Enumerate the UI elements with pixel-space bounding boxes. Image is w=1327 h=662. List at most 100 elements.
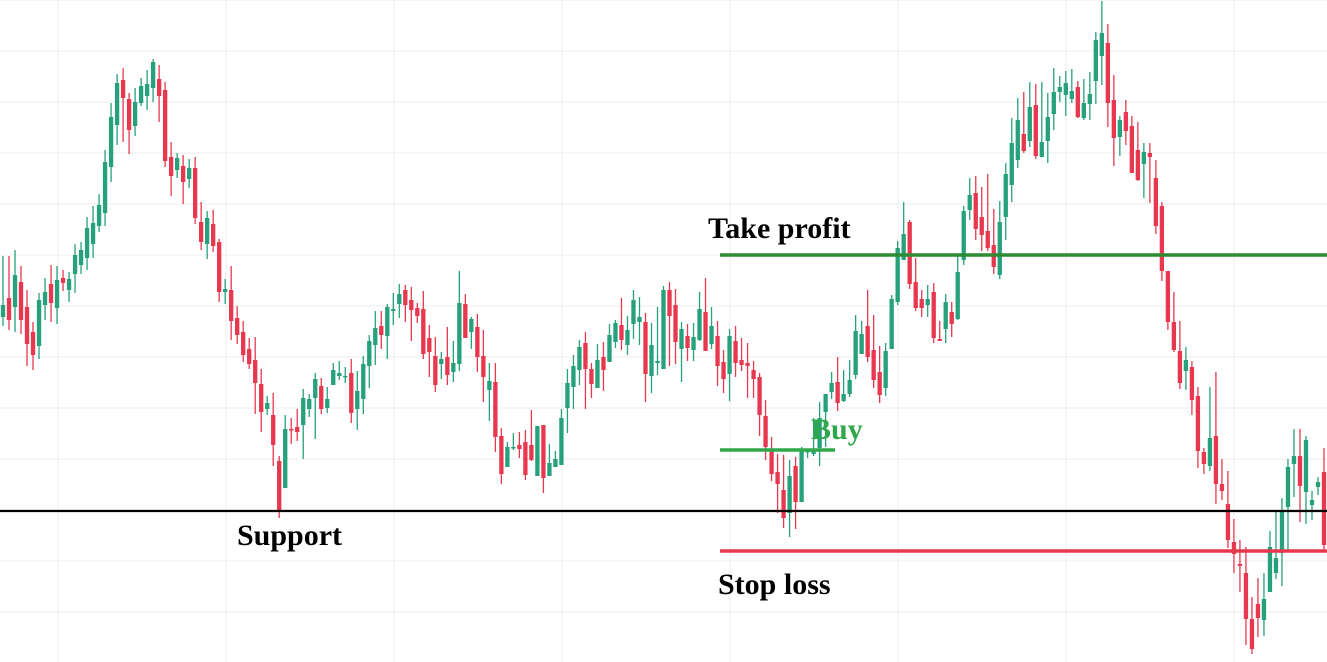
candle: [204, 211, 210, 259]
candle: [643, 313, 648, 402]
candle: [523, 430, 528, 480]
candle: [192, 157, 198, 224]
candle-body: [763, 416, 768, 447]
candle-body: [733, 341, 738, 363]
candle-body: [1045, 117, 1050, 141]
candle: [451, 341, 456, 382]
candle-body: [126, 99, 132, 130]
candle: [571, 355, 576, 409]
candle-body: [343, 376, 348, 378]
candle: [367, 335, 372, 388]
candle: [1201, 448, 1207, 474]
candle: [847, 360, 852, 397]
candle: [1249, 597, 1255, 654]
candle-body: [108, 117, 114, 167]
candle: [781, 455, 786, 528]
candle-body: [877, 372, 882, 395]
candle-body: [523, 442, 528, 475]
candle-body: [403, 290, 408, 305]
buy-label: Buy: [811, 413, 863, 446]
candle: [379, 311, 384, 349]
candle-body: [331, 370, 336, 385]
candle-body: [1189, 367, 1195, 400]
candle: [36, 293, 42, 359]
candle: [1111, 75, 1117, 166]
candle: [295, 409, 300, 441]
candle-body: [433, 356, 438, 385]
candle-body: [229, 290, 234, 321]
candle: [433, 337, 438, 392]
candle-body: [745, 363, 750, 366]
candle: [469, 317, 474, 349]
candle: [637, 297, 642, 345]
candle: [12, 250, 18, 332]
candle-body: [114, 83, 120, 125]
candle: [859, 321, 864, 354]
candle-body: [373, 328, 378, 345]
candle: [679, 322, 684, 382]
candle: [108, 103, 114, 182]
candle: [247, 338, 252, 369]
candle-body: [1099, 33, 1104, 56]
candle: [457, 271, 462, 371]
candle-body: [132, 102, 138, 126]
candle-body: [289, 429, 294, 431]
candle-body: [517, 445, 522, 449]
candle: [955, 256, 960, 320]
candle: [90, 206, 96, 258]
candle: [871, 315, 876, 388]
candle-body: [769, 450, 774, 474]
candle: [1009, 118, 1014, 202]
candle-body: [889, 299, 894, 349]
candle: [553, 451, 558, 467]
candle-body: [1291, 456, 1297, 464]
candle: [595, 344, 600, 388]
candle-body: [1183, 360, 1189, 371]
candle: [1165, 271, 1171, 330]
candle-body: [823, 394, 828, 412]
candle-body: [859, 334, 864, 354]
candle-body: [673, 305, 678, 342]
candle: [72, 244, 78, 293]
candle: [721, 350, 726, 393]
candle: [697, 292, 702, 341]
candle: [1285, 459, 1291, 552]
candle: [126, 93, 132, 154]
candle-body: [1315, 482, 1321, 487]
candle-body: [1285, 467, 1291, 507]
candle-body: [1039, 142, 1044, 157]
candle: [361, 356, 366, 414]
candle: [895, 241, 900, 305]
candle-body: [36, 300, 42, 346]
candle-body: [1129, 126, 1135, 173]
candle: [799, 447, 804, 502]
candle-body: [1021, 134, 1026, 151]
candle: [661, 286, 666, 369]
candle: [631, 290, 636, 339]
candle-body: [511, 447, 516, 449]
candle: [24, 290, 30, 366]
candle: [613, 320, 618, 348]
candle: [685, 324, 690, 361]
candle: [0, 256, 6, 326]
candle: [475, 314, 480, 372]
candle: [96, 194, 102, 232]
candle-body: [1321, 472, 1327, 545]
candle-body: [1249, 619, 1255, 649]
candle-body: [529, 445, 534, 460]
candle-body: [571, 366, 576, 387]
candle: [271, 393, 276, 466]
candle: [493, 363, 498, 452]
candle: [1195, 387, 1201, 468]
candle-body: [1255, 604, 1261, 618]
candle-body: [607, 335, 612, 362]
candle: [1159, 202, 1165, 281]
candle: [1087, 72, 1092, 120]
candle-body: [439, 359, 444, 364]
candle-body: [1081, 103, 1086, 118]
candle-body: [241, 332, 246, 355]
candle-body: [96, 205, 102, 226]
candle-body: [817, 418, 822, 448]
candle: [583, 332, 588, 409]
